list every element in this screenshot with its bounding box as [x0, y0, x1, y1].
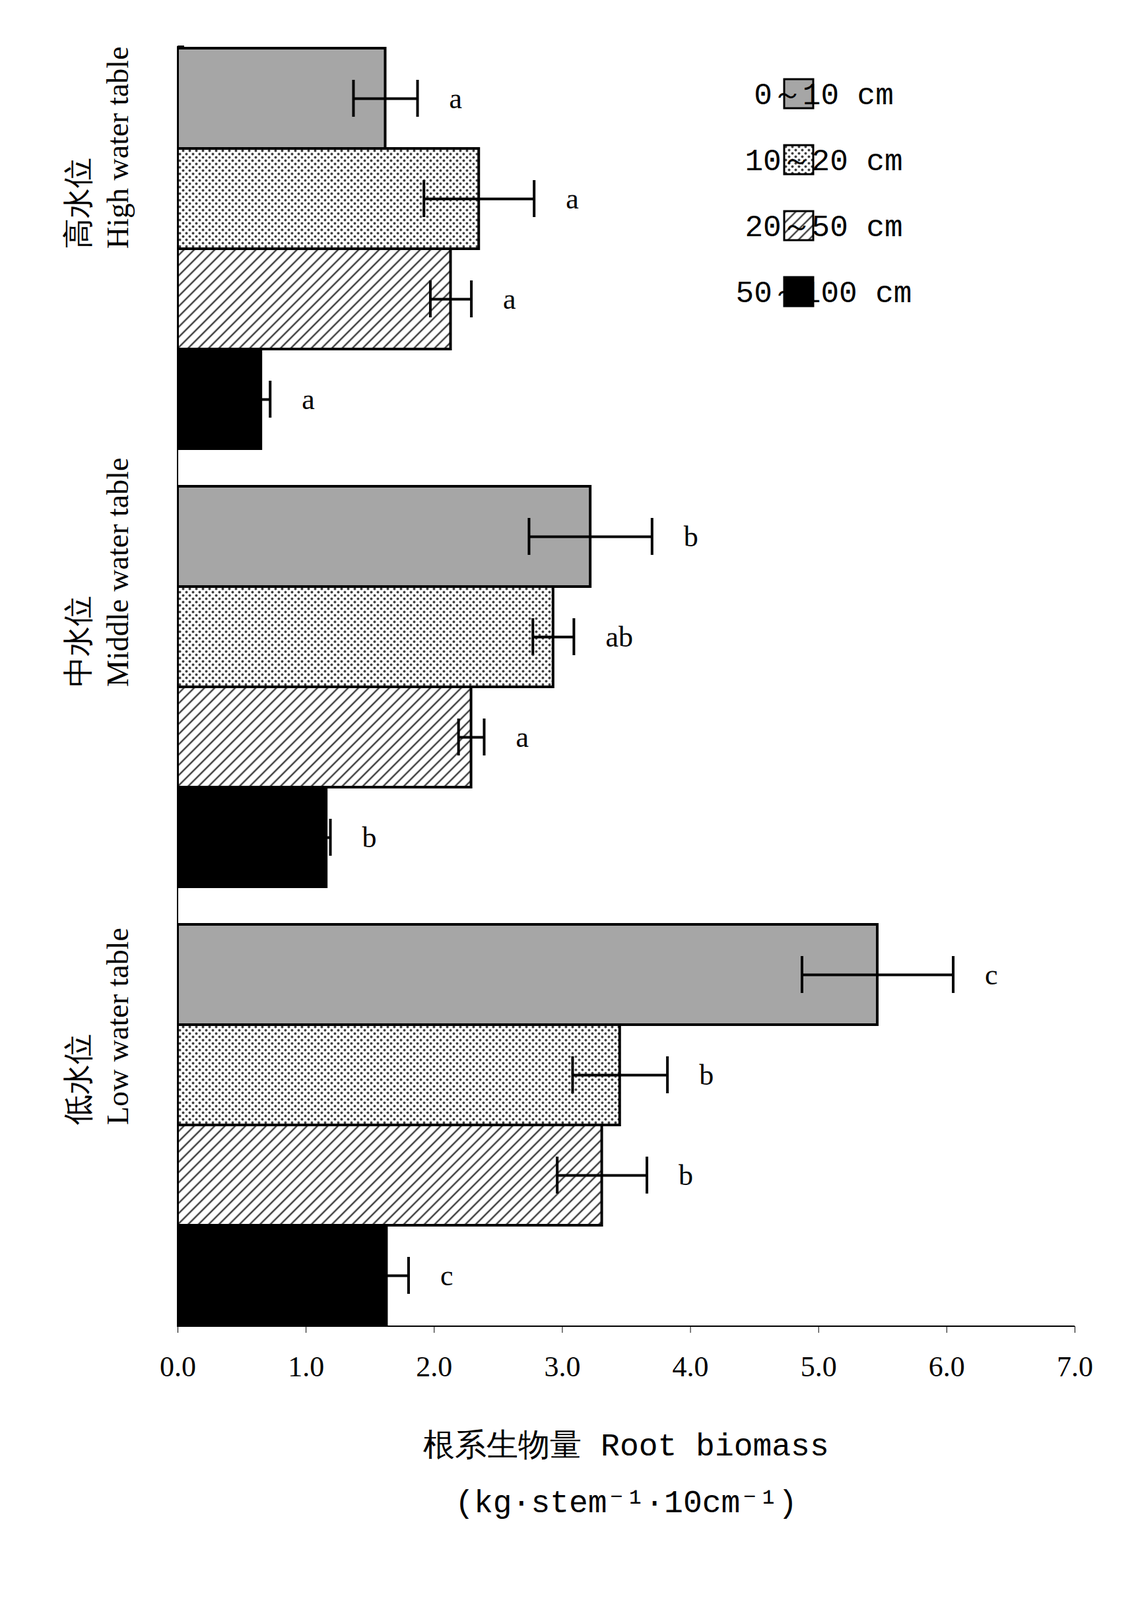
- svg-text:b: b: [683, 520, 699, 554]
- svg-text:0.0: 0.0: [159, 1351, 197, 1384]
- svg-text:b: b: [699, 1059, 714, 1092]
- html-text:根系生物量 Root biomass (kg·stem⁻¹·: 根系生物量 Root biomass (kg·stem⁻¹·10cm⁻¹): [423, 1429, 829, 1523]
- svg-text:2.0: 2.0: [415, 1351, 453, 1384]
- svg-text:10～20 cm: 10～20 cm: [744, 145, 903, 180]
- svg-text:a: a: [565, 182, 579, 216]
- svg-text:b: b: [362, 821, 377, 855]
- svg-text:20～50 cm: 20～50 cm: [744, 211, 903, 246]
- svg-text:a: a: [301, 383, 315, 416]
- svg-text:1.0: 1.0: [287, 1351, 325, 1384]
- svg-text:中水位Middle water table: 中水位Middle water table: [61, 458, 135, 688]
- svg-text:a: a: [449, 82, 463, 115]
- svg-text:a: a: [516, 721, 530, 754]
- svg-text:c: c: [984, 959, 999, 992]
- svg-text:c: c: [440, 1260, 454, 1293]
- svg-text:高水位High water table: 高水位High water table: [61, 46, 135, 249]
- svg-text:0～10 cm: 0～10 cm: [753, 79, 894, 114]
- svg-text:3.0: 3.0: [543, 1351, 581, 1384]
- svg-text:低水位Low water table: 低水位Low water table: [61, 928, 135, 1126]
- svg-text:6.0: 6.0: [928, 1351, 966, 1384]
- svg-text:7.0: 7.0: [1056, 1351, 1094, 1384]
- svg-text:b: b: [678, 1159, 694, 1193]
- svg-text:ab: ab: [605, 621, 634, 654]
- svg-text:a: a: [502, 283, 517, 316]
- svg-text:4.0: 4.0: [672, 1351, 709, 1384]
- svg-text:50～100 cm: 50～100 cm: [735, 277, 913, 312]
- svg-text:5.0: 5.0: [800, 1351, 837, 1384]
